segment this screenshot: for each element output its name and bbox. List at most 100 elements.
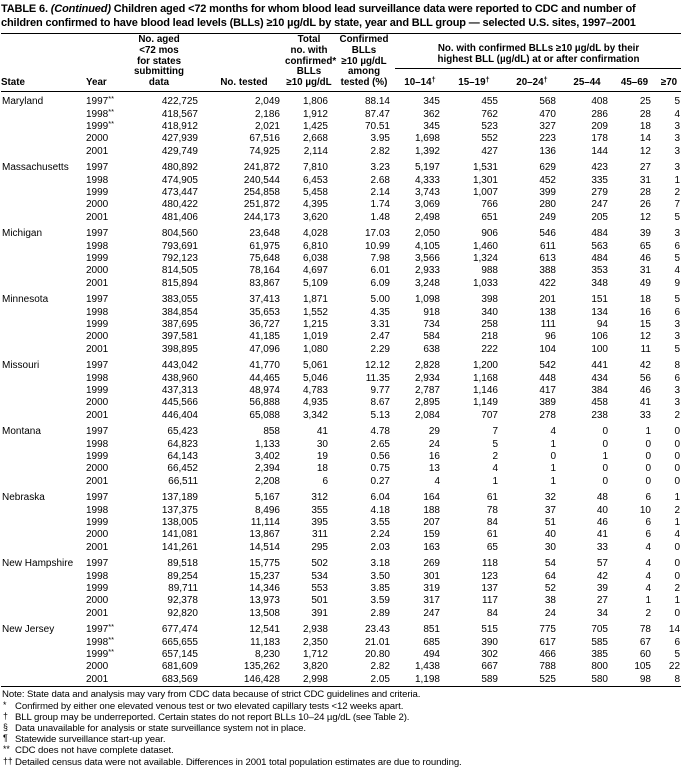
state-name-cell bbox=[1, 439, 79, 451]
population-cell: 445,566 bbox=[161, 397, 198, 409]
footnote-bll-group: † BLL group may be underreported. Certain… bbox=[1, 711, 680, 723]
bll-45-69-cell: 18 bbox=[639, 121, 651, 133]
bll-25-44-cell: 434 bbox=[591, 372, 608, 384]
total-confirmed-cell: 1,019 bbox=[302, 331, 328, 343]
bll-20-24-cell: 1 bbox=[550, 475, 556, 487]
bll-45-69-cell: 6 bbox=[645, 492, 651, 504]
bll-20-24-cell: 278 bbox=[539, 409, 556, 421]
population-cell: 429,749 bbox=[161, 145, 198, 157]
bll-25-44-cell: 484 bbox=[591, 253, 608, 265]
bll-20-24-cell: 327 bbox=[539, 121, 556, 133]
pct-confirmed-cell: 1.74 bbox=[370, 199, 390, 211]
bll-25-44-cell: 408 bbox=[591, 96, 608, 108]
bll-15-19-cell: 117 bbox=[482, 595, 498, 607]
year-value: 1998 bbox=[86, 372, 109, 384]
state-name-cell: New Hampshire bbox=[2, 558, 74, 570]
bll-70plus-cell: 0 bbox=[674, 541, 681, 553]
table-row: Nebraska 1997 137,189 5,167 312 6.04 164 61 32 48… bbox=[1, 488, 681, 505]
bll-15-19-cell: 523 bbox=[481, 121, 498, 133]
bll-20-24-cell: 51 bbox=[544, 516, 556, 528]
table-row: New Jersey 1997** 677,474 12,541 2,938 23.43 8… bbox=[1, 620, 681, 637]
year-value: 2000 bbox=[86, 133, 109, 145]
bll-70plus-cell: 4 bbox=[674, 529, 681, 541]
bll-25-44-cell: 0 bbox=[602, 463, 608, 475]
tested-cell: 8,496 bbox=[254, 504, 280, 516]
bll-15-19-cell: 988 bbox=[481, 265, 498, 277]
bll-20-24-cell: 104 bbox=[539, 343, 556, 355]
bll-70plus-cell: 6 bbox=[674, 372, 681, 384]
tested-cell: 65,088 bbox=[249, 409, 280, 421]
state-name-cell bbox=[1, 410, 79, 422]
year-value: 1999 bbox=[86, 121, 109, 133]
bll-70plus-cell: 3 bbox=[674, 145, 681, 157]
bll-45-69-cell: 105 bbox=[634, 661, 651, 673]
bll-25-44-cell: 585 bbox=[591, 636, 608, 648]
bll-25-44-cell: 209 bbox=[591, 121, 608, 133]
bll-15-19-cell: 222 bbox=[481, 343, 498, 355]
pct-confirmed-cell: 2.05 bbox=[370, 673, 390, 685]
blood-lead-table: State Year No. aged <72 mos for states s… bbox=[1, 33, 681, 687]
bll-20-24-cell: 64 bbox=[544, 570, 556, 582]
bll-15-19-cell: 218 bbox=[481, 331, 498, 343]
bll-range-label: 10–14 bbox=[404, 77, 432, 89]
bll-45-69-cell: 14 bbox=[639, 133, 651, 145]
bll-45-69-cell: 1 bbox=[645, 426, 651, 438]
year-cell: 1998 bbox=[79, 571, 115, 583]
bll-70plus-cell: 8 bbox=[674, 673, 681, 685]
pct-confirmed-cell: 2.47 bbox=[370, 331, 390, 343]
footnote-data-unavailable: § Data unavailable for analysis or state … bbox=[1, 721, 680, 734]
bll-15-19-cell: 1,033 bbox=[472, 277, 498, 289]
year-value: 1999 bbox=[86, 648, 109, 660]
table-row: Missouri 1997 443,042 41,770 5,061 12.12 2,828… bbox=[1, 356, 681, 373]
year-cell: 2001 bbox=[79, 476, 115, 488]
year-value: 1997 bbox=[86, 228, 109, 240]
bll-70plus-cell: 2 bbox=[674, 409, 681, 421]
bll-70plus-cell: 5 bbox=[674, 96, 681, 108]
population-cell: 65,423 bbox=[167, 426, 198, 438]
pct-confirmed-cell: 6.04 bbox=[370, 492, 390, 504]
table-row: 1999 89,711 14,346 553 3.85 319 137 52 39 4 2 bbox=[1, 583, 681, 595]
year-value: 2001 bbox=[86, 409, 109, 421]
total-confirmed-cell: 3,820 bbox=[302, 661, 328, 673]
bll-20-24-cell: 38 bbox=[544, 595, 556, 607]
bll-20-24-cell: 568 bbox=[539, 96, 556, 108]
year-cell: 1999 bbox=[79, 583, 115, 595]
tested-cell: 5,167 bbox=[254, 492, 280, 504]
pct-confirmed-cell: 23.43 bbox=[364, 624, 390, 636]
bll-15-19-cell: 61 bbox=[486, 492, 498, 504]
year-value: 1998 bbox=[86, 174, 109, 186]
bll-10-14-cell: 317 bbox=[423, 595, 440, 607]
bll-20-24-cell: 613 bbox=[539, 253, 556, 265]
bll-20-24-cell: 417 bbox=[539, 385, 556, 397]
tested-cell: 48,974 bbox=[249, 385, 280, 397]
table-row: 2001 429,749 74,925 2,114 2.82 1,392 427 136 144… bbox=[1, 146, 681, 158]
bll-25-44-cell: 247 bbox=[591, 199, 608, 211]
year-cell: 1997 bbox=[79, 488, 115, 505]
population-cell: 481,406 bbox=[161, 211, 198, 223]
tested-cell: 2,021 bbox=[254, 121, 280, 133]
pct-confirmed-cell: 9.77 bbox=[370, 385, 390, 397]
bll-25-44-cell: 238 bbox=[591, 409, 608, 421]
state-name-cell bbox=[1, 265, 79, 277]
bll-range-label: 25–44 bbox=[573, 77, 601, 89]
footnote-text: Detailed census data were not available.… bbox=[15, 756, 462, 768]
total-confirmed-cell: 5,061 bbox=[302, 360, 328, 372]
table-row: 2000 445,566 56,888 4,935 8.67 2,895 1,149 389 4… bbox=[1, 397, 681, 409]
bll-70plus-cell: 3 bbox=[674, 397, 681, 409]
state-name-cell bbox=[1, 241, 79, 253]
bll-45-69-cell: 27 bbox=[639, 162, 651, 174]
tested-cell: 78,164 bbox=[249, 265, 280, 277]
bll-10-14-cell: 2,050 bbox=[414, 228, 440, 240]
section-marker: § bbox=[3, 721, 8, 732]
bll-45-69-cell: 46 bbox=[639, 253, 651, 265]
bll-45-69-cell: 42 bbox=[639, 360, 651, 372]
pct-confirmed-cell: 3.31 bbox=[370, 319, 390, 331]
state-name-cell bbox=[1, 505, 79, 517]
bll-15-19-cell: 667 bbox=[481, 661, 498, 673]
pct-confirmed-cell: 1.48 bbox=[370, 211, 390, 223]
bll-70plus-cell: 22 bbox=[668, 661, 681, 673]
bll-20-24-cell: 611 bbox=[540, 240, 556, 252]
year-cell: 2001 bbox=[79, 344, 115, 356]
population-cell: 793,691 bbox=[161, 240, 198, 252]
year-value: 1998 bbox=[86, 438, 109, 450]
